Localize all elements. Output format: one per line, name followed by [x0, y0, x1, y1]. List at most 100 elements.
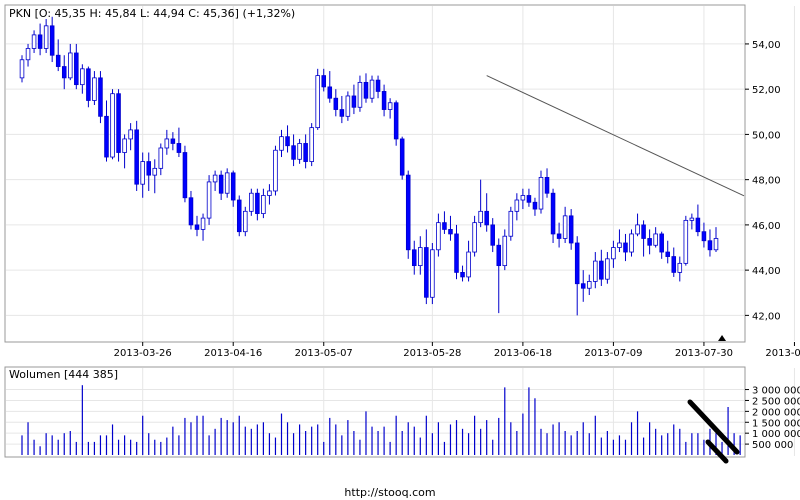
candle-up: [212, 174, 218, 183]
volume-y-tick-label: 2 000 000: [752, 407, 800, 418]
candle-down: [448, 229, 453, 235]
candle-up: [369, 79, 375, 99]
price-x-tick-label: 2013-03-26: [114, 348, 172, 359]
candle-down: [182, 152, 188, 199]
candle-down: [230, 172, 236, 201]
candle-up: [689, 217, 695, 221]
candle-up: [279, 136, 284, 151]
candle-up: [466, 251, 471, 278]
candle-up: [158, 147, 164, 169]
candle-down: [116, 93, 121, 153]
candle-down: [671, 256, 677, 273]
candle-down: [532, 201, 538, 210]
candle-down: [556, 233, 562, 239]
annotation-stroke: [705, 439, 729, 464]
trendline: [486, 75, 745, 197]
candle-down: [61, 66, 67, 79]
annotation-stroke: [687, 399, 740, 455]
price-y-tick-label: 46,00: [752, 221, 781, 232]
candle-up: [128, 129, 133, 140]
volume-panel-title: Wolumen [444 385]: [9, 368, 118, 381]
candle-down: [321, 75, 327, 88]
volume-bars: [21, 385, 741, 455]
candle-up: [243, 210, 248, 233]
price-y-axis: 42,00 44,00 46,00 48,00 50,00 52,00 54,00: [745, 40, 781, 322]
candle-down: [442, 222, 447, 230]
price-panel-title: PKN [O: 45,35 H: 45,84 L: 44,94 C: 45,36…: [9, 7, 295, 20]
price-y-tick-label: 54,00: [752, 40, 781, 51]
candle-down: [188, 197, 194, 226]
candle-up: [261, 195, 266, 214]
candle-down: [496, 244, 502, 267]
candle-down: [647, 238, 652, 246]
candle-down: [363, 81, 369, 99]
candle-up: [508, 210, 514, 237]
candle-down: [454, 233, 459, 273]
candle-up: [140, 161, 145, 185]
candle-down: [526, 195, 532, 203]
candle-up: [538, 176, 544, 210]
candle-up: [520, 195, 526, 201]
candle-up: [677, 262, 683, 273]
candle-up: [92, 77, 97, 101]
candle-down: [484, 210, 489, 226]
candle-down: [659, 233, 664, 253]
trendline-layer: [486, 75, 745, 341]
candle-down: [104, 115, 109, 158]
candle-down: [303, 143, 308, 162]
candle-down: [599, 260, 604, 280]
price-y-tick-label: 42,00: [752, 311, 781, 322]
candle-down: [55, 54, 61, 67]
price-y-tick-label: 44,00: [752, 266, 781, 277]
marker-triangle: [718, 335, 727, 341]
candle-down: [381, 91, 387, 110]
candle-down: [176, 143, 182, 153]
candle-up: [611, 247, 616, 260]
candle-up: [653, 233, 658, 246]
candle-down: [74, 52, 79, 86]
price-x-tick-label: 2013-07-09: [584, 348, 642, 359]
volume-y-tick-label: 3 000 000: [752, 386, 800, 397]
price-y-tick-label: 50,00: [752, 130, 781, 141]
candle-down: [351, 95, 357, 108]
candle-down: [98, 77, 103, 117]
candle-up: [605, 258, 610, 280]
candle-down: [460, 271, 465, 278]
volume-panel-frame: [4, 366, 746, 458]
candle-up: [31, 34, 37, 49]
candle-up: [617, 242, 622, 248]
candle-down: [194, 224, 200, 230]
price-y-tick-label: 48,00: [752, 176, 781, 187]
candle-down: [550, 192, 556, 235]
candle-down: [285, 136, 290, 147]
candle-up: [152, 167, 158, 176]
candle-down: [327, 86, 333, 99]
candle-down: [544, 176, 550, 194]
candle-down: [490, 224, 495, 246]
candle-up: [387, 102, 393, 110]
candle-up: [635, 224, 640, 235]
candle-up: [472, 222, 477, 253]
volume-y-tick-label: 1 500 000: [752, 418, 800, 429]
candle-down: [375, 79, 381, 92]
price-x-tick-label: 2013-07-30: [675, 348, 733, 359]
price-x-tick-label: 2013-04-16: [204, 348, 262, 359]
candle-down: [695, 217, 701, 233]
candle-up: [713, 238, 719, 251]
candle-up: [249, 192, 254, 212]
candle-down: [411, 249, 417, 267]
candle-down: [146, 161, 152, 176]
candle-up: [122, 138, 127, 153]
price-grid: [6, 6, 795, 341]
candle-up: [25, 48, 31, 61]
candle-down: [134, 129, 139, 185]
source-link[interactable]: http://stooq.com: [344, 486, 435, 499]
candle-up: [273, 149, 278, 192]
candle-down: [170, 138, 176, 144]
candle-up: [418, 247, 423, 267]
candle-up: [206, 181, 212, 219]
candle-down: [399, 138, 405, 176]
candles: [19, 16, 719, 316]
candle-up: [586, 281, 592, 289]
